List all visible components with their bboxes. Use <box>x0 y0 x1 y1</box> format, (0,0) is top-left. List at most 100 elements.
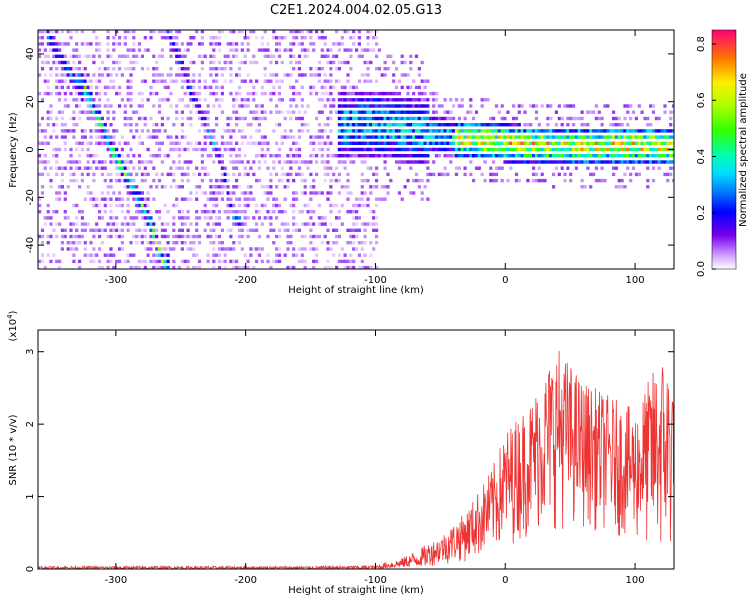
heatmap-cell <box>237 160 242 164</box>
heatmap-cell <box>483 135 487 139</box>
heatmap-cell <box>352 42 356 46</box>
heatmap-cell <box>620 154 624 158</box>
heatmap-cell <box>215 185 219 189</box>
heatmap-cell <box>454 172 459 177</box>
heatmap-cell <box>175 79 179 83</box>
heatmap-cell <box>180 73 184 77</box>
heatmap-cell <box>126 116 130 121</box>
heatmap-cell <box>189 98 193 102</box>
heatmap-cell <box>546 116 550 121</box>
heatmap-cell <box>275 197 279 201</box>
heatmap-cell <box>163 259 167 264</box>
heatmap-cell <box>217 36 222 40</box>
heatmap-cell <box>457 135 461 139</box>
heatmap-cell <box>229 48 233 52</box>
heatmap-cell <box>289 166 293 170</box>
colorbar-ticks: 0.00.20.40.60.8 <box>696 36 716 277</box>
heatmap-cell <box>289 147 293 152</box>
heatmap-cell <box>106 129 110 133</box>
heatmap-cell <box>346 60 350 65</box>
heatmap-cell <box>212 197 216 201</box>
heatmap-cell <box>180 79 184 83</box>
heatmap-cell <box>469 129 473 133</box>
heatmap-cell <box>454 135 459 139</box>
heatmap-cell <box>257 216 262 220</box>
heatmap-cell <box>49 259 53 264</box>
heatmap-cell <box>63 197 67 201</box>
heatmap-cell <box>526 123 530 127</box>
heatmap-cell <box>335 54 339 58</box>
heatmap-cell <box>589 147 593 152</box>
heatmap-cell <box>552 160 556 164</box>
heatmap-cell <box>500 141 504 145</box>
heatmap-cell <box>417 135 421 139</box>
heatmap-cell <box>229 234 233 239</box>
heatmap-cell <box>355 116 359 121</box>
heatmap-cell <box>409 116 413 121</box>
heatmap-cell <box>346 154 350 158</box>
heatmap-cell <box>160 228 164 232</box>
heatmap-cell <box>126 154 130 158</box>
heatmap-cell <box>403 60 407 65</box>
heatmap-cell <box>335 203 339 208</box>
heatmap-cell <box>140 160 144 164</box>
heatmap-cell <box>155 154 159 158</box>
heatmap-cell <box>226 228 230 232</box>
heatmap-cell <box>569 116 573 121</box>
heatmap-cell <box>375 203 379 208</box>
heatmap-cell <box>229 30 233 34</box>
heatmap-cell <box>95 197 99 201</box>
heatmap-cell <box>494 172 499 177</box>
heatmap-cell <box>512 135 516 139</box>
heatmap-cell <box>300 247 304 251</box>
heatmap-cell <box>38 141 42 145</box>
heatmap-cell <box>149 185 153 189</box>
heatmap-cell <box>217 210 222 214</box>
heatmap-cell <box>357 197 361 201</box>
heatmap-cell <box>269 216 273 220</box>
heatmap-cell <box>523 141 527 145</box>
heatmap-cell <box>229 60 233 65</box>
heatmap-cell <box>489 129 493 133</box>
heatmap-cell <box>192 172 196 177</box>
heatmap-cell <box>83 98 87 102</box>
heatmap-cell <box>266 197 270 201</box>
heatmap-cell <box>343 141 347 145</box>
heatmap-cell <box>640 129 644 133</box>
heatmap-cell <box>532 154 536 158</box>
heatmap-cell <box>163 222 167 226</box>
heatmap-cell <box>83 54 87 58</box>
heatmap-cell <box>186 85 190 90</box>
heatmap-cell <box>414 172 419 177</box>
heatmap-cell <box>346 259 350 264</box>
heatmap-cell <box>243 104 247 108</box>
heatmap-cell <box>392 154 396 158</box>
heatmap-cell <box>509 129 513 133</box>
heatmap-cell <box>86 191 90 195</box>
heatmap-cell <box>651 129 656 133</box>
heatmap-cell <box>260 147 264 152</box>
heatmap-cell <box>497 123 501 127</box>
heatmap-cell <box>186 197 190 201</box>
heatmap-cell <box>203 210 207 214</box>
heatmap-cell <box>360 54 364 58</box>
heatmap-cell <box>109 197 113 201</box>
heatmap-cell <box>383 197 387 201</box>
heatmap-cell <box>260 185 264 189</box>
heatmap-cell <box>320 135 324 139</box>
heatmap-cell <box>217 42 222 46</box>
heatmap-cell <box>115 91 119 96</box>
heatmap-cell <box>434 116 439 121</box>
heatmap-cell <box>651 104 656 108</box>
heatmap-cell <box>163 85 167 90</box>
heatmap-cell <box>400 60 404 65</box>
heatmap-cell <box>343 104 347 108</box>
heatmap-cell <box>118 178 122 183</box>
heatmap-cell <box>315 253 319 257</box>
heatmap-cell <box>572 104 576 108</box>
heatmap-cell <box>58 42 62 46</box>
heatmap-cell <box>349 259 353 264</box>
heatmap-cell <box>212 247 216 251</box>
heatmap-cell <box>249 166 253 170</box>
